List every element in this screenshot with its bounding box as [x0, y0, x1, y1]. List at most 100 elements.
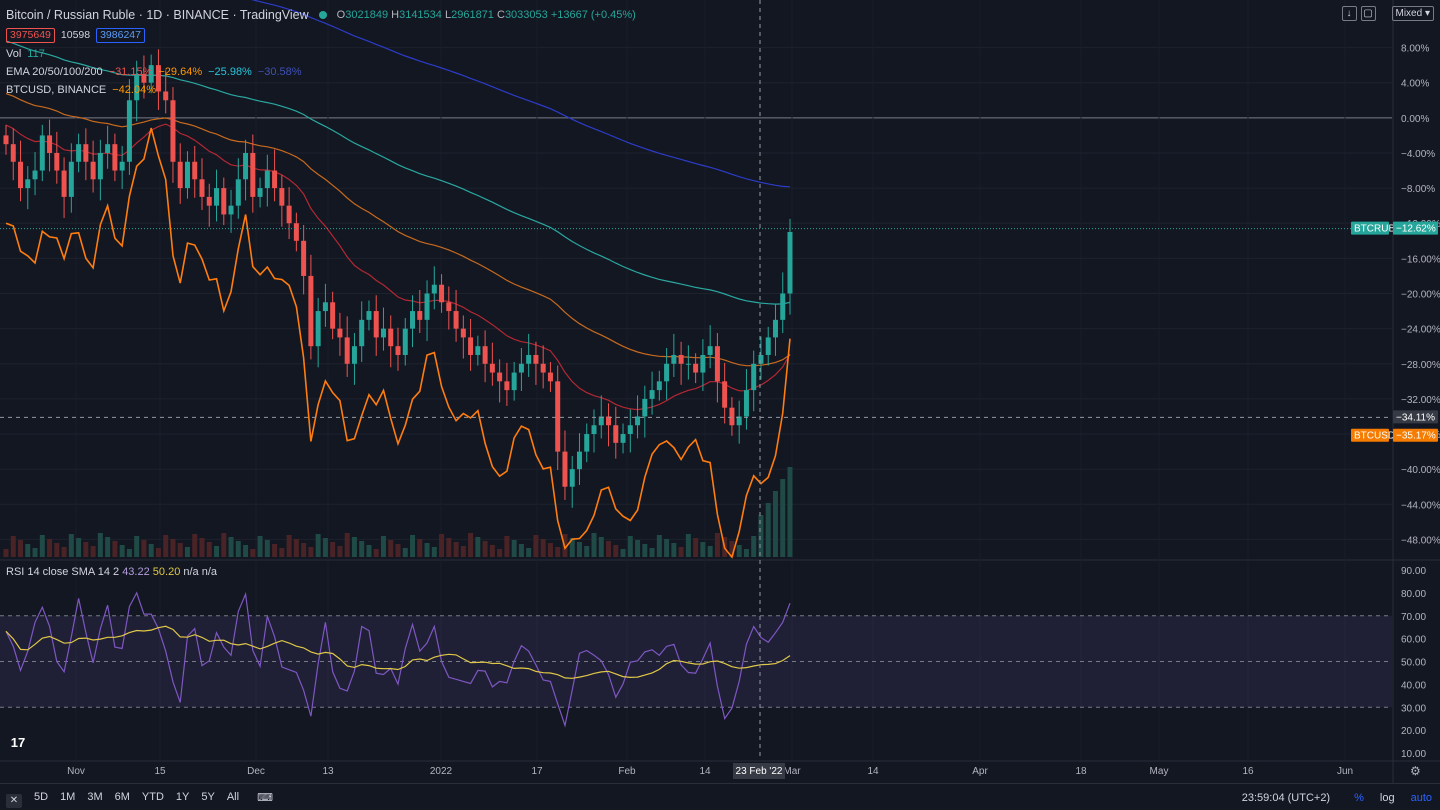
candle-body: [700, 354, 706, 373]
candle-body: [743, 390, 749, 417]
volume-bar: [76, 538, 82, 557]
btcrub-value-tag: −12.62%: [1396, 224, 1436, 235]
ohlc-value: 3021849: [345, 9, 392, 21]
volume-bar: [598, 537, 604, 557]
candle-body: [184, 161, 190, 189]
candle-body: [170, 100, 176, 162]
volume-bar: [3, 549, 9, 557]
candle-body: [243, 152, 249, 180]
bottom-toolbar: 5D 1M 3M 6M YTD 1Y 5Y All ⌨ 23:59:04 (UTC+2) % …: [0, 783, 1440, 810]
candle-body: [257, 188, 263, 197]
range-button-6m[interactable]: 6M: [114, 791, 130, 803]
volume-bar: [518, 544, 524, 557]
candle-body: [344, 337, 350, 364]
grid-lines: [0, 0, 1440, 783]
volume-bar: [693, 538, 699, 557]
compare-symbol-label[interactable]: BTCUSD, BINANCE: [6, 84, 107, 96]
rsi-label[interactable]: RSI 14 close SMA 14 2: [6, 566, 120, 578]
candle-body: [540, 363, 546, 373]
compare-symbol-value: −42.04%: [112, 84, 156, 96]
tradingview-logo-icon[interactable]: 17: [10, 735, 26, 750]
candle-body: [148, 65, 154, 83]
candle-body: [177, 161, 183, 189]
volume-bar: [10, 536, 16, 557]
volume-value: 117: [27, 48, 45, 60]
candle-body: [141, 73, 147, 83]
price-axis-label: −28.00%: [1401, 360, 1440, 371]
candle-body: [105, 144, 111, 153]
volume-bar: [344, 533, 350, 557]
ask-price[interactable]: 3986247: [96, 27, 145, 43]
volume-bar: [482, 541, 488, 557]
candle-body: [97, 152, 103, 180]
price-axis-label: −24.00%: [1401, 325, 1440, 336]
candle-body: [765, 337, 771, 355]
rsi-sma-line: [5, 625, 791, 679]
volume-bar: [787, 467, 793, 557]
range-button-1m[interactable]: 1M: [60, 791, 76, 803]
volume-bar: [184, 547, 190, 557]
volume-bar: [83, 542, 89, 557]
price-axis-label: 4.00%: [1401, 79, 1429, 90]
price-axis-label: 8.00%: [1401, 44, 1429, 55]
volume-label[interactable]: Vol: [6, 48, 22, 60]
rsi-axis-label: 10.00: [1401, 749, 1426, 760]
symbol-title[interactable]: Bitcoin / Russian Ruble · 1D · BINANCE ·…: [6, 8, 309, 22]
range-button-3m[interactable]: 3M: [87, 791, 103, 803]
volume-bar: [402, 548, 408, 557]
candle-body: [90, 161, 96, 180]
volume-bar: [322, 538, 328, 557]
candle-body: [439, 284, 445, 303]
range-button-ytd[interactable]: YTD: [141, 791, 164, 803]
clock[interactable]: 23:59:04 (UTC+2): [1241, 791, 1331, 804]
ohlc-value: 3141534: [399, 9, 445, 21]
settings-gear-icon[interactable]: ⚙: [1410, 764, 1421, 778]
rsi-line: [5, 591, 791, 728]
candle-body: [119, 161, 125, 171]
candle-body: [3, 135, 9, 145]
candle-body: [293, 223, 299, 241]
volume-bar: [206, 542, 212, 557]
volume-bar: [47, 539, 53, 557]
date-range-icon[interactable]: ⌨: [257, 791, 273, 804]
volume-bar: [388, 540, 394, 557]
percent-scale-button[interactable]: %: [1354, 791, 1364, 804]
candle-body: [279, 188, 285, 206]
range-button-5d[interactable]: 5D: [34, 791, 49, 803]
bid-price[interactable]: 3975649: [6, 27, 55, 43]
volume-bar: [315, 534, 321, 557]
log-scale-button[interactable]: log: [1379, 791, 1395, 804]
volume-bar: [170, 539, 176, 557]
range-button-all[interactable]: All: [226, 791, 240, 803]
volume-bar: [758, 515, 764, 557]
ema100-value: −25.98%: [208, 66, 252, 78]
auto-scale-button[interactable]: auto: [1410, 791, 1432, 804]
market-open-dot-icon: [318, 11, 327, 19]
arrow-down-icon[interactable]: ↓: [1341, 6, 1357, 21]
time-axis-label: Feb: [618, 766, 636, 777]
chart-canvas[interactable]: 8.00%4.00%0.00%−4.00%−8.00%−12.00%−16.00…: [0, 0, 1440, 783]
time-axis-label: Dec: [247, 766, 265, 777]
range-button-1y[interactable]: 1Y: [175, 791, 190, 803]
price-axis-label: −16.00%: [1401, 254, 1440, 265]
candle-body: [714, 346, 720, 382]
volume-bar: [540, 539, 546, 557]
volume-bar: [635, 540, 641, 557]
scale-mode-button[interactable]: Mixed ▾: [1391, 6, 1434, 21]
candle-body: [736, 416, 742, 426]
candle-body: [192, 161, 198, 180]
fullscreen-icon[interactable]: ▢: [1360, 6, 1376, 21]
candle-body: [504, 381, 510, 391]
rsi-axis-label: 20.00: [1401, 726, 1426, 737]
close-icon[interactable]: ✕: [6, 794, 22, 808]
ema-label[interactable]: EMA 20/50/100/200: [6, 66, 103, 78]
volume-bar: [105, 537, 111, 557]
volume-bar: [475, 537, 481, 557]
volume-bar: [351, 537, 357, 557]
volume-bar: [148, 544, 154, 557]
volume-bar: [511, 540, 517, 557]
candle-body: [351, 346, 357, 364]
volume-bar: [330, 542, 336, 557]
crosshair-time-bg: [733, 763, 785, 779]
range-button-5y[interactable]: 5Y: [201, 791, 215, 803]
